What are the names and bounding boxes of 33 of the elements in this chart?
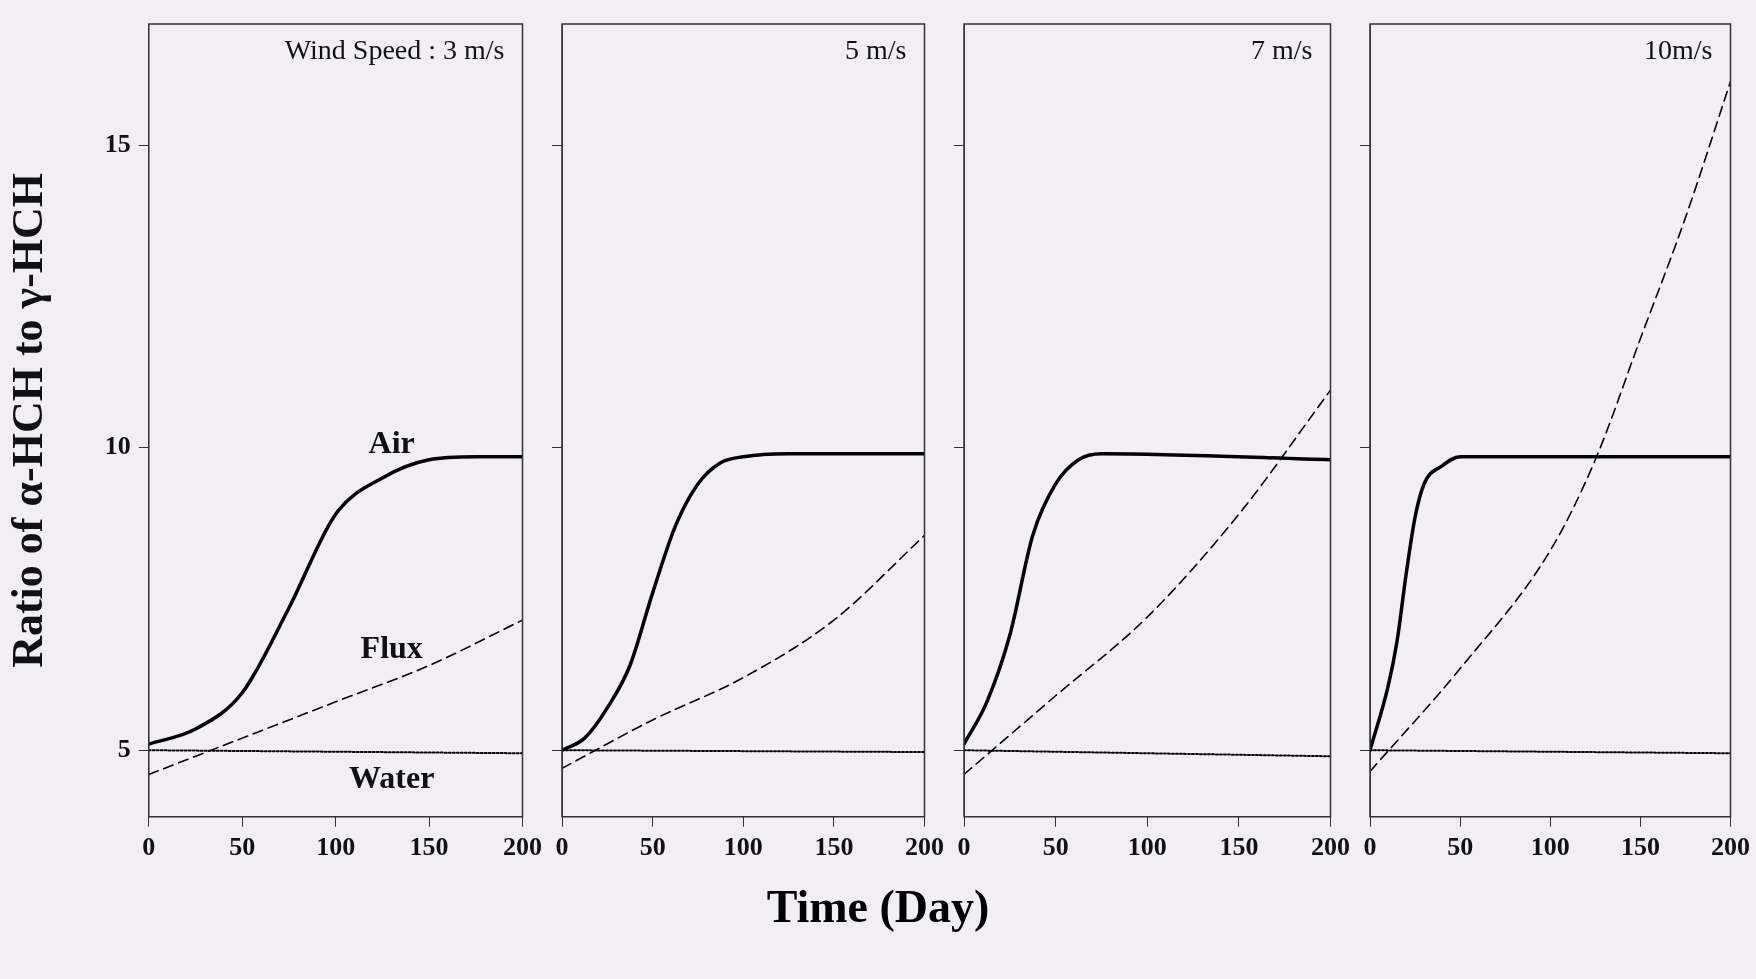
- series-label: Air: [368, 423, 415, 460]
- y-tick-label: 10: [104, 431, 131, 461]
- x-tick-label: 200: [503, 832, 542, 862]
- x-tick-label: 0: [1363, 832, 1377, 862]
- series-label: Flux: [360, 629, 423, 666]
- y-tick-label: 15: [104, 128, 131, 158]
- x-tick-label: 150: [814, 832, 854, 862]
- x-tick-label: 0: [957, 832, 971, 862]
- x-tick-label: 50: [229, 832, 256, 862]
- x-tick-label: 100: [316, 832, 356, 862]
- x-tick-label: 150: [1620, 832, 1660, 862]
- x-axis-title: Time (Day): [765, 880, 991, 933]
- chart-title: Wind Speed : 3 m/s: [284, 34, 505, 66]
- x-tick-label: 200: [1311, 832, 1350, 862]
- y-tick-label: 5: [117, 733, 131, 763]
- x-tick-label: 100: [1530, 832, 1570, 862]
- y-axis-title: Ratio of α-HCH to γ-HCH: [2, 172, 52, 668]
- chart-title: 10m/s: [1644, 34, 1713, 66]
- chart-title: 5 m/s: [845, 34, 907, 66]
- chart-title: 7 m/s: [1251, 34, 1313, 66]
- x-tick-label: 200: [905, 832, 944, 862]
- x-tick-label: 200: [1711, 832, 1750, 862]
- x-tick-label: 50: [639, 832, 666, 862]
- x-tick-label: 100: [723, 832, 763, 862]
- x-tick-label: 0: [142, 832, 156, 862]
- x-tick-label: 50: [1042, 832, 1069, 862]
- x-tick-label: 150: [409, 832, 449, 862]
- x-tick-label: 0: [555, 832, 569, 862]
- x-tick-label: 50: [1447, 832, 1474, 862]
- series-label: Water: [349, 759, 435, 796]
- line-series: [148, 454, 523, 746]
- x-tick-label: 150: [1219, 832, 1259, 862]
- x-tick-label: 100: [1127, 832, 1167, 862]
